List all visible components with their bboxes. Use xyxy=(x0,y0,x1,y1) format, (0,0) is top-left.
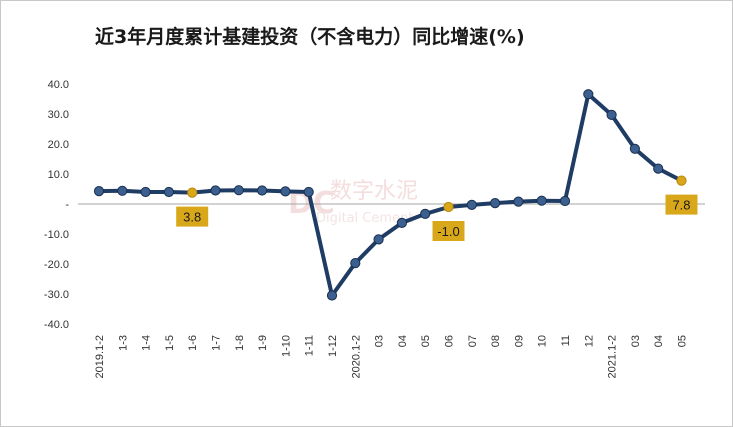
data-label: -1.0 xyxy=(437,224,459,239)
y-tick-label: 30.0 xyxy=(48,109,69,121)
data-markers xyxy=(93,89,687,301)
x-tick-label: 03 xyxy=(374,335,386,347)
y-axis: 40.0 30.0 20.0 10.0 - -10.0 -20.0 -30.0 -40.0 xyxy=(44,79,69,331)
data-label-box xyxy=(665,194,698,215)
data-label-box xyxy=(176,206,209,227)
data-point xyxy=(583,89,594,100)
x-tick-label: 1-3 xyxy=(117,335,129,351)
x-tick-label: 1-12 xyxy=(327,335,339,357)
data-point xyxy=(490,198,501,209)
data-point xyxy=(117,185,128,196)
watermark-en: Digital Cement xyxy=(316,211,413,226)
x-tick-label: 09 xyxy=(513,335,525,347)
x-tick-label: 06 xyxy=(444,335,456,347)
data-point xyxy=(559,195,571,207)
data-point xyxy=(350,258,361,269)
data-point xyxy=(257,185,268,196)
watermark-cn: 数字水泥 xyxy=(330,179,418,204)
data-labels: 3.8 -1.0 7.8 xyxy=(176,194,698,241)
y-tick-label: -10.0 xyxy=(44,229,69,241)
chart-title: 近3年月度累计基建投资（不含电力）同比增速(%) xyxy=(95,26,525,48)
x-tick-label: 1-8 xyxy=(234,335,246,351)
data-point xyxy=(280,186,291,197)
y-tick-label: -40.0 xyxy=(44,319,69,331)
data-point xyxy=(629,143,641,154)
data-point xyxy=(303,186,314,198)
data-point xyxy=(233,185,244,196)
data-point xyxy=(396,217,407,228)
data-point xyxy=(210,185,221,196)
y-tick-label: 20.0 xyxy=(48,139,69,151)
x-axis: 2019.1-2 1-3 1-4 1-5 1-6 1-7 1-8 1-9 1-10 1-11 1-1… xyxy=(94,335,689,378)
x-tick-label: 03 xyxy=(630,335,642,347)
x-tick-label: 1-5 xyxy=(164,335,176,351)
data-point xyxy=(93,186,105,197)
x-tick-label: 2020.1-2 xyxy=(350,335,362,378)
x-tick-label: 11 xyxy=(560,335,572,346)
x-tick-label: 2021.1-2 xyxy=(607,335,619,378)
x-tick-label: 08 xyxy=(490,335,502,347)
data-point-highlight xyxy=(676,175,687,186)
x-tick-label: 1-10 xyxy=(280,335,292,357)
y-tick-label: 40.0 xyxy=(48,79,69,91)
x-tick-label: 12 xyxy=(583,335,595,347)
data-point xyxy=(420,208,431,219)
x-tick-label: 1-7 xyxy=(211,335,223,351)
data-label: 7.8 xyxy=(672,198,690,213)
y-tick-label: 10.0 xyxy=(48,169,69,181)
data-label-box xyxy=(432,221,465,241)
data-point-highlight xyxy=(443,201,454,213)
data-point-highlight xyxy=(187,187,198,198)
y-tick-label: -20.0 xyxy=(44,259,69,271)
data-point xyxy=(536,195,547,206)
x-tick-label: 1-4 xyxy=(141,335,153,351)
x-tick-label: 10 xyxy=(537,335,549,347)
data-point xyxy=(513,196,524,207)
data-point xyxy=(373,234,384,245)
x-tick-label: 1-11 xyxy=(304,335,316,356)
x-tick-label: 04 xyxy=(397,335,409,347)
x-tick-label: 1-9 xyxy=(257,335,269,351)
data-point xyxy=(326,290,338,301)
x-tick-label: 07 xyxy=(467,335,479,347)
x-tick-label: 2019.1-2 xyxy=(94,335,106,378)
data-point xyxy=(606,109,617,121)
y-tick-label: -30.0 xyxy=(44,289,69,301)
watermark: DC 数字水泥 Digital Cement xyxy=(288,179,418,226)
x-tick-label: 1-6 xyxy=(187,335,199,351)
y-tick-label: - xyxy=(65,199,69,211)
x-tick-label: 04 xyxy=(653,335,665,347)
data-point xyxy=(140,186,151,198)
data-point xyxy=(466,199,477,210)
data-point xyxy=(163,186,174,198)
data-label: 3.8 xyxy=(183,210,201,225)
data-point xyxy=(653,163,664,174)
x-tick-label: 05 xyxy=(420,335,432,347)
x-tick-label: 05 xyxy=(677,335,689,347)
